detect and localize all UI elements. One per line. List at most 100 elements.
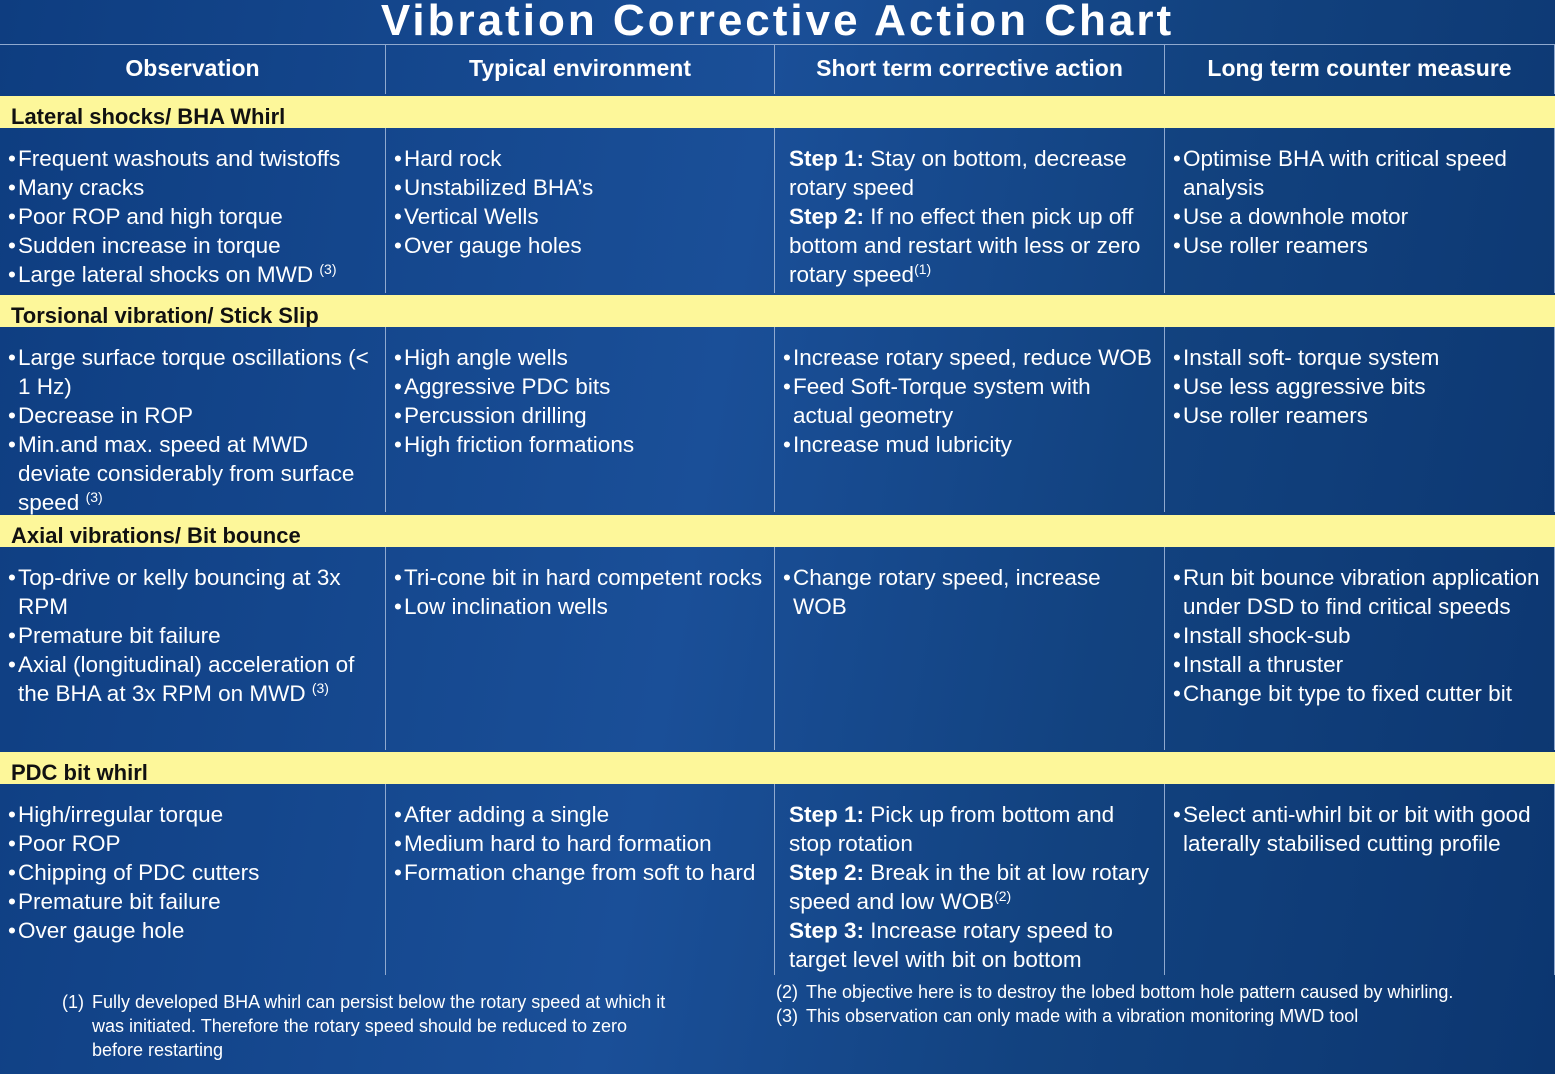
bullet-item: Use a downhole motor [1173,202,1546,231]
bullet-item: High friction formations [394,430,766,459]
footnote-label: (2) [776,982,798,1002]
table-cell: High/irregular torquePoor ROPChipping of… [0,784,386,975]
bullet-item: Optimise BHA with critical speed analysi… [1173,144,1546,202]
item-text: Stay on bottom, decrease rotary speed [789,146,1127,200]
item-text: Pick up from bottom and stop rotation [789,802,1115,856]
bullet-item: Install soft- torque system [1173,343,1546,372]
section-title: Torsional vibration/ Stick Slip [0,295,1555,327]
step-item: Step 2: Break in the bit at low rotary s… [783,858,1156,916]
bullet-item: Low inclination wells [394,592,766,621]
step-label: Step 2: [789,860,865,885]
item-text: Break in the bit at low rotary speed and… [789,860,1150,914]
bullet-item: Change bit type to fixed cutter bit [1173,679,1546,708]
bullet-item: Use less aggressive bits [1173,372,1546,401]
table-cell: Optimise BHA with critical speed analysi… [1165,128,1555,293]
column-header: Short term corrective action [775,44,1165,94]
column-header: Long term counter measure [1165,44,1555,94]
step-item: Step 1: Pick up from bottom and stop rot… [783,800,1156,858]
footnote-ref: (3) [311,680,329,696]
table-cell: Run bit bounce vibration application und… [1165,547,1555,750]
section-title: PDC bit whirl [0,752,1555,784]
table-cell: Install soft- torque systemUse less aggr… [1165,327,1555,512]
footnote-text: Fully developed BHA whirl can persist be… [92,992,666,1060]
footnote-ref: (3) [85,489,103,505]
step-item: Step 1: Stay on bottom, decrease rotary … [783,144,1156,202]
bullet-item: Axial (longitudinal) acceleration of the… [8,650,377,708]
footnote: (2) The objective here is to destroy the … [776,980,1476,1004]
bullet-item: Unstabilized BHA’s [394,173,766,202]
footnote-ref: (3) [319,261,337,277]
bullet-item: Change rotary speed, increase WOB [783,563,1156,621]
footnotes: (1) Fully developed BHA whirl can persist… [62,990,672,1062]
footnote: (1) Fully developed BHA whirl can persist… [62,990,672,1062]
table-cell: High angle wellsAggressive PDC bitsPercu… [386,327,775,512]
footnotes: (2) The objective here is to destroy the … [776,980,1476,1028]
bullet-item: After adding a single [394,800,766,829]
section-title: Axial vibrations/ Bit bounce [0,515,1555,547]
bullet-item: Over gauge hole [8,916,377,945]
footnote-label: (1) [62,992,84,1012]
column-header: Typical environment [386,44,775,94]
bullet-item: Install shock-sub [1173,621,1546,650]
bullet-item: Vertical Wells [394,202,766,231]
bullet-item: Large surface torque oscillations (< 1 H… [8,343,377,401]
bullet-item: Min.and max. speed at MWD deviate consid… [8,430,377,517]
bullet-item: Premature bit failure [8,621,377,650]
item-text: Axial (longitudinal) acceleration of the… [18,652,355,706]
bullet-item: Chipping of PDC cutters [8,858,377,887]
bullet-item: Poor ROP [8,829,377,858]
bullet-item: Tri-cone bit in hard competent rocks [394,563,766,592]
bullet-item: Hard rock [394,144,766,173]
footnote: (3) This observation can only made with a… [776,1004,1476,1028]
table-cell: Tri-cone bit in hard competent rocksLow … [386,547,775,750]
footnote-text: The objective here is to destroy the lob… [806,982,1454,1002]
item-text: If no effect then pick up off bottom and… [789,204,1141,287]
bullet-item: Increase mud lubricity [783,430,1156,459]
bullet-item: Many cracks [8,173,377,202]
table-cell: Change rotary speed, increase WOB [775,547,1165,750]
footnote-ref: (1) [914,261,932,277]
step-label: Step 3: [789,918,865,943]
item-text: Min.and max. speed at MWD deviate consid… [18,432,355,515]
bullet-item: Formation change from soft to hard [394,858,766,887]
table-cell: Step 1: Stay on bottom, decrease rotary … [775,128,1165,293]
section-title: Lateral shocks/ BHA Whirl [0,96,1555,128]
bullet-item: Poor ROP and high torque [8,202,377,231]
bullet-item: Aggressive PDC bits [394,372,766,401]
step-item: Step 3: Increase rotary speed to target … [783,916,1156,974]
bullet-item: Percussion drilling [394,401,766,430]
footnote-text: This observation can only made with a vi… [806,1006,1359,1026]
bullet-item: Frequent washouts and twistoffs [8,144,377,173]
bullet-item: Use roller reamers [1173,401,1546,430]
step-item: Step 2: If no effect then pick up off bo… [783,202,1156,289]
table-cell: Increase rotary speed, reduce WOBFeed So… [775,327,1165,512]
bullet-item: Use roller reamers [1173,231,1546,260]
step-label: Step 1: [789,146,865,171]
bullet-item: Sudden increase in torque [8,231,377,260]
bullet-item: Top-drive or kelly bouncing at 3x RPM [8,563,377,621]
item-text: Increase rotary speed to target level wi… [789,918,1113,972]
title: Vibration Corrective Action Chart [380,0,1175,45]
footnote-ref: (2) [994,888,1012,904]
bullet-item: Increase rotary speed, reduce WOB [783,343,1156,372]
table-cell: Large surface torque oscillations (< 1 H… [0,327,386,515]
table-cell: Hard rockUnstabilized BHA’sVertical Well… [386,128,775,293]
bullet-item: Decrease in ROP [8,401,377,430]
item-text: Large lateral shocks on MWD [18,262,314,287]
bullet-item: Select anti-whirl bit or bit with good l… [1173,800,1546,858]
column-header: Observation [0,44,386,94]
bullet-item: High/irregular torque [8,800,377,829]
footnote-label: (3) [776,1006,798,1026]
step-label: Step 2: [789,204,865,229]
table-cell: Top-drive or kelly bouncing at 3x RPMPre… [0,547,386,750]
bullet-item: Large lateral shocks on MWD (3) [8,260,377,289]
step-label: Step 1: [789,802,865,827]
table-cell: Select anti-whirl bit or bit with good l… [1165,784,1555,975]
bullet-item: High angle wells [394,343,766,372]
table-cell: After adding a singleMedium hard to hard… [386,784,775,975]
bullet-item: Feed Soft-Torque system with actual geom… [783,372,1156,430]
table-cell: Frequent washouts and twistoffsMany crac… [0,128,386,293]
table-cell: Step 1: Pick up from bottom and stop rot… [775,784,1165,975]
bullet-item: Premature bit failure [8,887,377,916]
